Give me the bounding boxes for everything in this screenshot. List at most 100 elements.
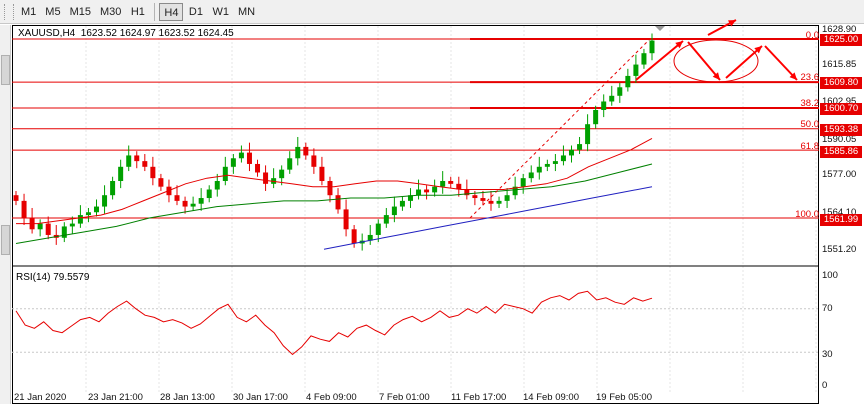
price-axis-label: 1590.05 xyxy=(822,134,857,145)
candle-body xyxy=(126,155,132,167)
timeframe-w1[interactable]: W1 xyxy=(212,5,229,18)
candle-body xyxy=(61,226,67,238)
moving-average-blue xyxy=(323,186,653,250)
timeframe-m5[interactable]: M5 xyxy=(45,5,61,18)
current-bar-marker xyxy=(655,26,665,31)
price-axis-label: 1551.20 xyxy=(822,244,857,255)
candle-body xyxy=(134,155,140,162)
candle-body xyxy=(343,209,349,230)
candle-body xyxy=(585,124,591,145)
consolidation-ellipse xyxy=(673,39,759,83)
candle-body xyxy=(641,53,647,65)
left-scrollbar-thumb[interactable] xyxy=(1,55,10,85)
candle-body xyxy=(536,166,542,173)
candle-body xyxy=(238,152,244,159)
candle-body xyxy=(102,195,108,207)
candle-body xyxy=(311,155,317,167)
candle-body xyxy=(617,87,623,96)
candle-body xyxy=(190,203,196,207)
forecast-arrow xyxy=(725,45,763,79)
candle-body xyxy=(528,172,534,179)
time-axis-label: 28 Jan 13:00 xyxy=(160,392,215,403)
candle-body xyxy=(45,223,51,235)
candle-body xyxy=(488,200,494,204)
candle-body xyxy=(391,206,397,216)
candle-body xyxy=(327,181,333,196)
candle-body xyxy=(512,186,518,196)
forecast-arrow-head xyxy=(789,72,797,80)
fib-level-label: 38.2 xyxy=(800,98,820,109)
candle-body xyxy=(609,95,615,102)
timeframe-h1[interactable]: H1 xyxy=(130,5,145,18)
fib-level-label: 50.0 xyxy=(800,119,820,130)
price-axis-label: 1615.85 xyxy=(822,59,857,70)
candle-body xyxy=(544,163,550,167)
candle-body xyxy=(399,200,405,207)
candle-body xyxy=(174,195,180,201)
candle-body xyxy=(214,181,220,190)
candle-body xyxy=(351,229,357,244)
candle-body xyxy=(263,172,269,184)
toolbar-grip[interactable] xyxy=(4,3,14,20)
candle-body xyxy=(383,215,389,224)
candle-body xyxy=(367,234,373,241)
candle-body xyxy=(335,195,341,210)
price-level-box: 1600.70 xyxy=(820,103,862,115)
chart-plot-area[interactable] xyxy=(12,25,819,404)
moving-average-red xyxy=(16,137,653,225)
time-axis-label: 21 Jan 2020 xyxy=(14,392,67,403)
time-axis-label: 23 Jan 21:00 xyxy=(88,392,143,403)
candle-body xyxy=(69,223,75,227)
candle-body xyxy=(552,161,558,164)
timeframe-h4[interactable]: H4 xyxy=(159,2,184,21)
rsi-axis-label: 100 xyxy=(822,270,838,281)
candle-body xyxy=(150,166,156,179)
price-level-box: 1561.99 xyxy=(820,214,862,226)
timeframe-d1[interactable]: D1 xyxy=(188,5,203,18)
timeframe-toolbar: M1 M5 M15 M30 H1 H4 D1 W1 MN xyxy=(0,0,864,24)
candle-body xyxy=(456,183,462,190)
toolbar-separator xyxy=(154,2,156,21)
candle-body xyxy=(568,149,574,156)
timeframe-mn[interactable]: MN xyxy=(237,5,256,18)
candle-body xyxy=(424,189,430,193)
time-axis-label: 14 Feb 09:00 xyxy=(523,392,579,403)
candle-body xyxy=(295,146,301,159)
timeframe-m15[interactable]: M15 xyxy=(69,5,91,18)
candle-body xyxy=(94,206,100,213)
candle-body xyxy=(37,223,43,230)
time-axis-label: 30 Jan 17:00 xyxy=(233,392,288,403)
candle-body xyxy=(85,212,91,216)
candle-body xyxy=(560,155,566,162)
fib-level-label: 23.6 xyxy=(800,72,820,83)
left-scrollbar-thumb[interactable] xyxy=(1,225,10,255)
fib-anchor-line xyxy=(469,38,651,219)
candle-body xyxy=(287,158,293,170)
rsi-line xyxy=(15,290,653,356)
forecast-arrow xyxy=(635,40,684,81)
candle-body xyxy=(480,198,486,201)
time-axis-label: 11 Feb 17:00 xyxy=(451,392,507,403)
chart-header: XAUUSD,H4 1623.52 1624.97 1623.52 1624.4… xyxy=(18,28,234,39)
left-panel-strip xyxy=(0,25,11,404)
candle-body xyxy=(110,181,116,196)
fib-level-label: 100.0 xyxy=(795,209,819,220)
candle-body xyxy=(21,200,27,218)
candle-body xyxy=(577,144,583,150)
candle-body xyxy=(649,40,655,54)
price-level-box: 1593.38 xyxy=(820,124,862,136)
candle-body xyxy=(601,101,607,110)
timeframe-m30[interactable]: M30 xyxy=(99,5,122,18)
forecast-arrow-head xyxy=(728,20,736,27)
candle-body xyxy=(279,169,285,179)
price-level-box: 1625.00 xyxy=(820,34,862,46)
forecast-arrow xyxy=(764,45,798,81)
time-axis-label: 19 Feb 05:00 xyxy=(596,392,652,403)
candle-body xyxy=(246,152,252,164)
timeframe-m1[interactable]: M1 xyxy=(21,5,37,18)
price-level-box: 1585.86 xyxy=(820,146,862,158)
candle-body xyxy=(633,64,639,76)
forecast-arrow xyxy=(687,41,721,81)
candle-body xyxy=(13,195,19,201)
